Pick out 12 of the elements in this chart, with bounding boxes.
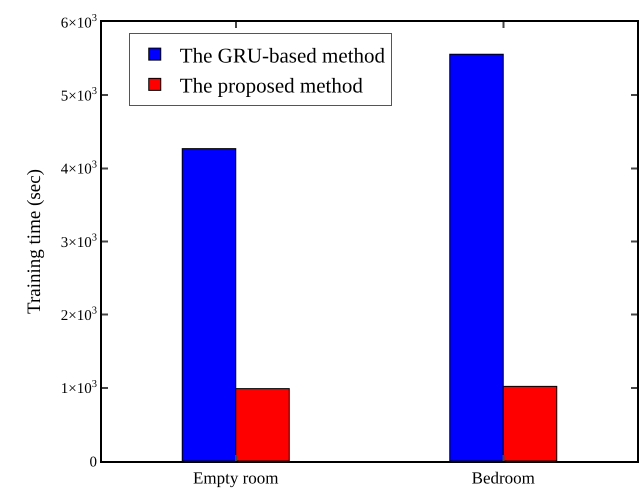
legend-label: The GRU-based method xyxy=(180,43,386,68)
y-tick-label: 4×10$^{3}$ xyxy=(60,159,97,178)
y-tick-label: 3×10$^{3}$ xyxy=(60,232,97,251)
legend-label: The proposed method xyxy=(180,74,364,98)
y-tick-label: 2×10$^{3}$ xyxy=(60,306,97,324)
x-tick-label: Empty room xyxy=(193,468,278,488)
y-tick-label: 1×10$^{3}$ xyxy=(60,378,97,398)
y-tick-label: 5×10$^{3}$ xyxy=(60,86,97,104)
y-axis-title: Training time (sec) xyxy=(24,169,46,314)
y-tick-label: 6×10$^{3}$ xyxy=(60,12,97,32)
y-tick-label: 0 xyxy=(90,454,97,470)
x-tick-label: Bedroom xyxy=(472,468,535,488)
